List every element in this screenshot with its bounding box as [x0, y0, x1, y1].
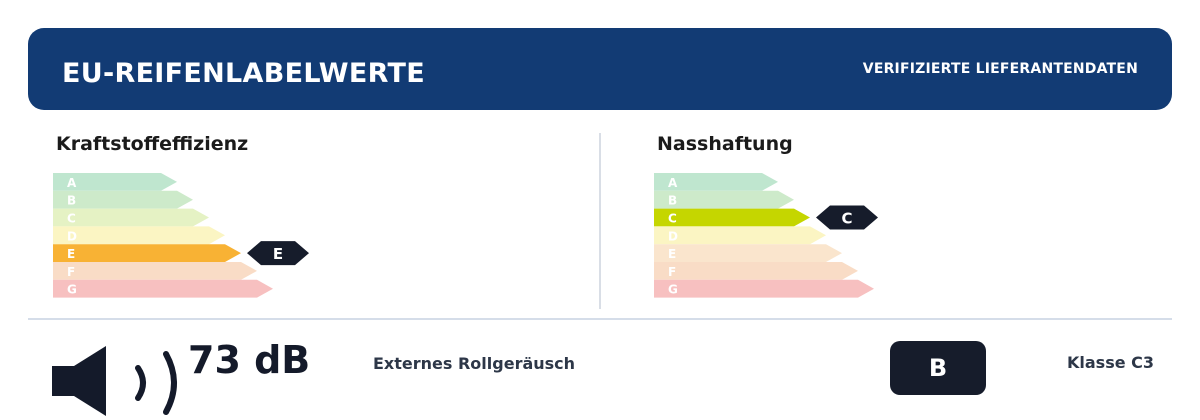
- grip-class-e: E: [654, 244, 842, 262]
- noise-class-badge: B: [890, 341, 986, 395]
- grip-class-letter: D: [668, 229, 678, 243]
- fuel-class-a: A: [53, 173, 177, 191]
- fuel-class-letter: A: [67, 176, 77, 190]
- grip-class-f: F: [654, 262, 858, 280]
- fuel-class-letter: C: [67, 212, 76, 226]
- header-subtitle: VERIFIZIERTE LIEFERANTENDATEN: [862, 61, 1138, 77]
- noise-value: 73 dB: [188, 338, 311, 382]
- grip-class-letter: G: [668, 283, 678, 297]
- grip-class-b: B: [654, 190, 794, 209]
- grip-class-letter: B: [668, 194, 677, 208]
- grip-class-d: D: [654, 226, 826, 245]
- fuel-class-letter: B: [67, 194, 76, 208]
- speaker-icon: [52, 346, 177, 416]
- grip-class-letter: E: [668, 247, 676, 261]
- fuel-class-b: B: [53, 190, 193, 209]
- noise-label: Externes Rollgeräusch: [373, 354, 576, 373]
- label-header: EU-REIFENLABELWERTE VERIFIZIERTE LIEFERA…: [28, 28, 1172, 110]
- fuel-class-c: C: [53, 208, 209, 227]
- grip-class-a: A: [654, 173, 778, 191]
- fuel-class-e: E: [53, 244, 241, 262]
- fuel-class-letter: D: [67, 229, 77, 243]
- wet-grip-title: Nasshaftung: [657, 133, 793, 155]
- fuel-class-g: G: [53, 279, 273, 298]
- fuel-selected-marker: E: [247, 241, 309, 266]
- grip-class-g: G: [654, 279, 874, 298]
- panel-divider: [599, 133, 601, 309]
- grip-class-letter: A: [668, 176, 678, 190]
- fuel-class-d: D: [53, 226, 225, 245]
- grip-selected-marker: C: [816, 205, 878, 230]
- fuel-class-letter: G: [67, 283, 77, 297]
- fuel-class-letter: F: [67, 265, 75, 279]
- tyre-class-label: Klasse C3: [1067, 353, 1155, 372]
- grip-class-letter: C: [668, 212, 677, 226]
- fuel-efficiency-title: Kraftstoffeffizienz: [56, 133, 249, 155]
- grip-class-letter: F: [668, 265, 676, 279]
- header-title: EU-REIFENLABELWERTE: [62, 58, 425, 89]
- grip-class-c: C: [654, 208, 810, 227]
- grip-selected-letter: C: [841, 210, 852, 228]
- fuel-class-f: F: [53, 262, 257, 280]
- fuel-class-letter: E: [67, 247, 75, 261]
- section-divider: [28, 318, 1172, 320]
- fuel-selected-letter: E: [273, 245, 283, 263]
